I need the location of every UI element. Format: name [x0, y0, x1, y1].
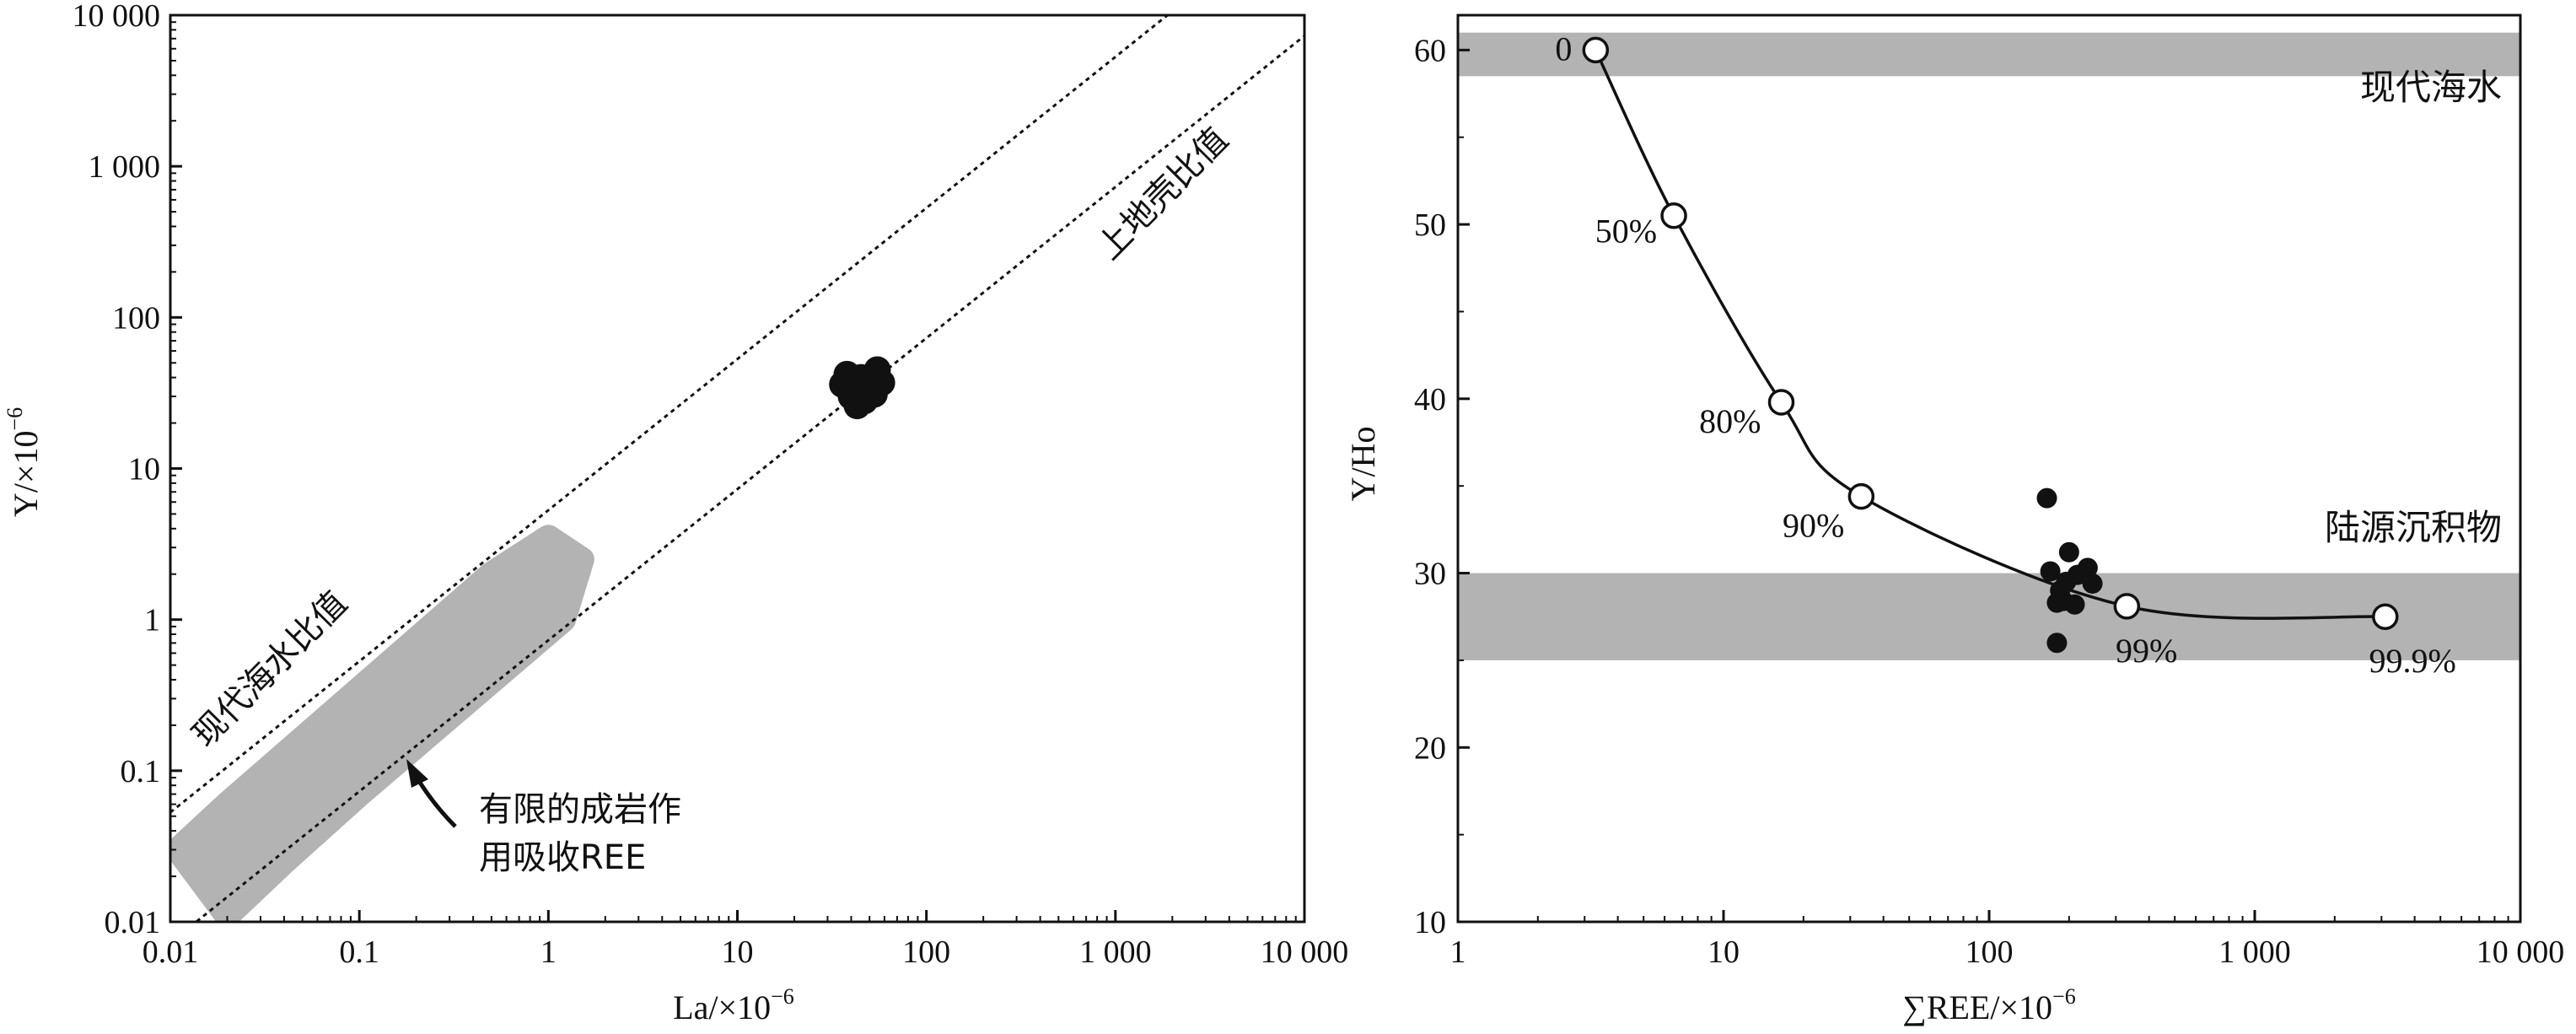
y-tick-label: 30 [1414, 557, 1446, 592]
right-x-axis-label: ∑REE/×10−6 [1902, 984, 2075, 1026]
sample-points [2036, 487, 2103, 654]
y-tick-label: 60 [1414, 33, 1446, 68]
mixing-point [2372, 603, 2399, 630]
reference-bands [1458, 32, 2520, 660]
sample-point [2036, 487, 2057, 509]
sample-point [2082, 573, 2103, 594]
left-x-axis-label: La/×10−6 [673, 984, 794, 1026]
diagenesis-region [170, 525, 594, 922]
y-tick-label: 40 [1414, 382, 1446, 417]
mixing-point [1660, 202, 1687, 229]
sample-points [829, 356, 895, 420]
sample-point [2077, 557, 2098, 579]
x-tick-label: 1 000 [2218, 934, 2291, 970]
right-y-ticks: 10 20 30 40 50 60 [1414, 33, 1470, 940]
sample-point [843, 392, 871, 420]
x-tick-label: 10 000 [2477, 934, 2565, 970]
ratio-reference-lines [170, 15, 1304, 922]
mixing-point-label: 0 [1555, 30, 1572, 67]
mixing-point [1847, 482, 1875, 510]
sample-point [2046, 592, 2068, 613]
x-tick-label: 100 [1966, 934, 2014, 970]
y-tick-label: 0.1 [121, 754, 161, 789]
y-tick-label: 100 [112, 300, 160, 336]
y-tick-label: 10 000 [73, 0, 161, 34]
y-tick-label: 50 [1414, 207, 1446, 243]
sample-point [2064, 594, 2085, 615]
mixing-point-label: 99.9% [2369, 642, 2455, 680]
x-tick-label: 0.01 [143, 934, 199, 970]
x-tick-label: 100 [902, 934, 950, 970]
left-chart-panel: 0.01 0.1 1 10 100 1 000 10 000 0.01 0.1 1 10 100 1 … [3, 0, 1348, 1026]
right-x-ticks: 1 10 100 1 000 10 000 [1450, 910, 2565, 970]
sample-point [2040, 561, 2061, 582]
x-tick-label: 1 000 [1079, 934, 1152, 970]
diagenesis-region-shape [170, 525, 594, 922]
right-plot-frame [1456, 13, 2522, 924]
left-x-ticks: 0.01 0.1 1 10 100 1 000 10 000 [143, 910, 1349, 970]
left-y-axis-label: Y/×10−6 [3, 407, 45, 517]
seawater-band [1458, 32, 2520, 77]
y-tick-label: 20 [1414, 730, 1446, 766]
mixing-point [2113, 593, 2141, 620]
sample-point [829, 370, 857, 398]
sample-point [2046, 633, 2068, 654]
terrigenous-band-label: 陆源沉积物 [2325, 507, 2502, 548]
reference-line-1 [170, 15, 1170, 814]
arrow-head-icon [406, 759, 428, 788]
y-tick-label: 1 [144, 603, 160, 638]
seawater-band-label: 现代海水 [2360, 67, 2502, 108]
left-y-ticks: 0.01 0.1 1 10 100 1 000 10 000 [73, 0, 182, 940]
mixing-point-label: 90% [1783, 507, 1844, 545]
x-tick-label: 10 000 [1261, 934, 1349, 970]
mixing-point-label: 99% [2116, 632, 2177, 670]
mixing-curve [1594, 49, 2385, 620]
reference-line-2 [194, 35, 1304, 922]
x-tick-label: 1 [540, 934, 557, 970]
mixing-point [1767, 389, 1795, 416]
right-chart-panel: 050%80%90%99% 99.9% 1 10 100 1 000 10 000 102… [1344, 13, 2565, 1026]
y-tick-label: 0.01 [105, 905, 161, 940]
sample-point [2056, 571, 2077, 592]
y-tick-label: 10 [1414, 905, 1446, 940]
mixing-point-label: 80% [1699, 402, 1761, 440]
diagenesis-label-line1: 有限的成岩作 [479, 790, 681, 829]
y-tick-label: 10 [128, 452, 160, 487]
mixing-curve-points: 0 50% 80% 90% 99% 99.9% [1555, 30, 2455, 680]
x-tick-label: 10 [722, 934, 754, 970]
mixing-point-label: 50% [1595, 213, 1657, 250]
sample-point [859, 364, 887, 391]
diagenesis-label-line2: 用吸收REE [479, 838, 646, 877]
mixing-point [1582, 36, 1610, 64]
y-tick-label: 1 000 [89, 149, 161, 185]
x-tick-label: 0.1 [339, 934, 379, 970]
sample-point [2058, 541, 2079, 563]
x-tick-label: 10 [1707, 934, 1740, 970]
upper-crust-ratio-label: 上地壳比值 [1089, 121, 1235, 268]
right-y-axis-label: Y/Ho [1344, 427, 1382, 502]
x-tick-label: 1 [1450, 934, 1466, 970]
